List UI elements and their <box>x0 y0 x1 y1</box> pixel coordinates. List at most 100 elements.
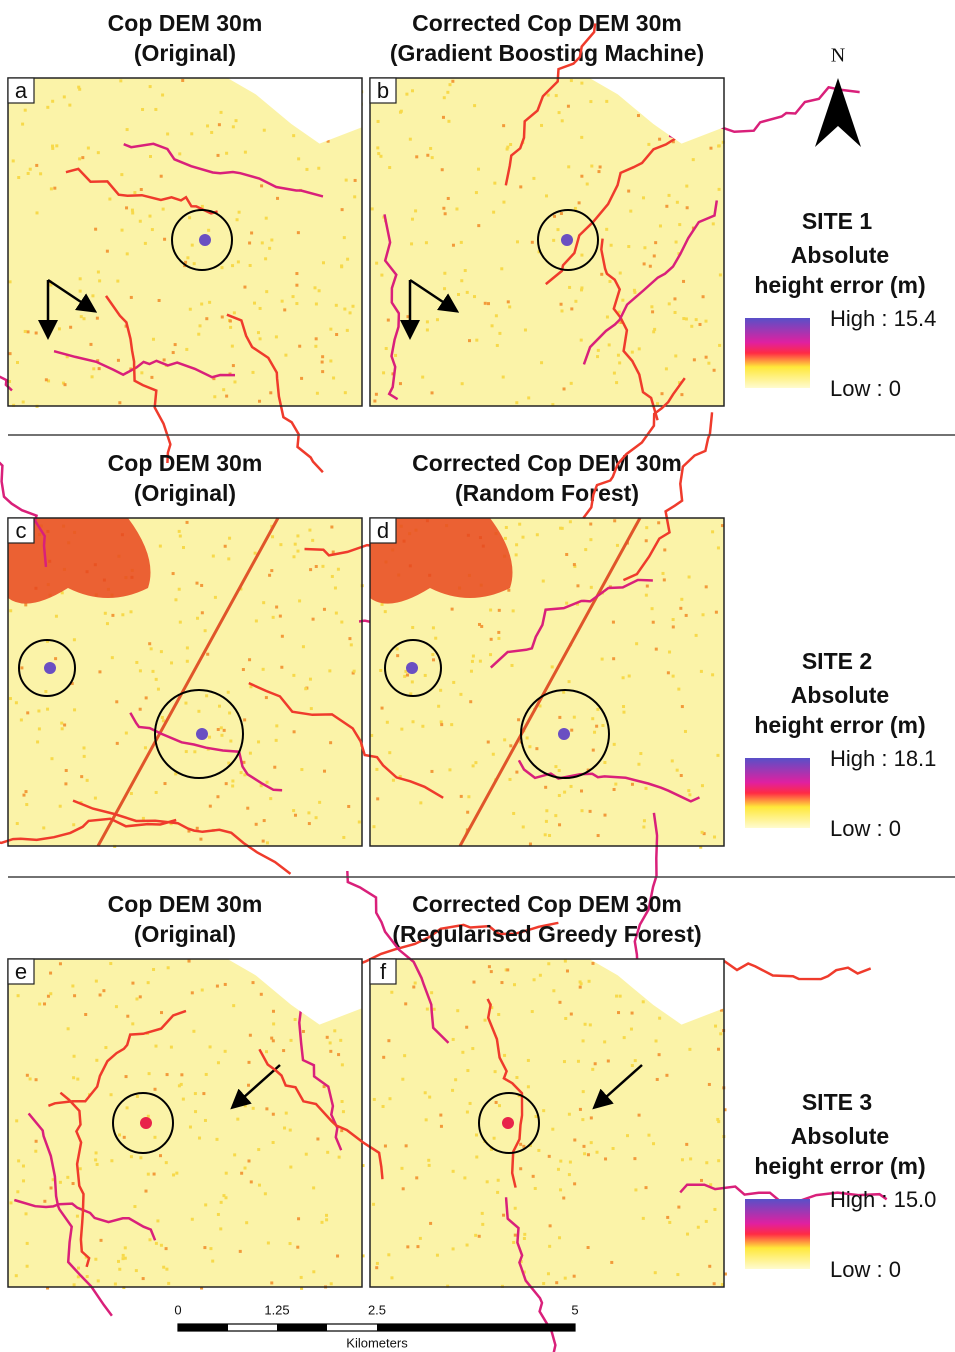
map-noise <box>605 100 608 103</box>
map-noise <box>588 980 591 983</box>
map-noise <box>344 391 347 394</box>
map-noise <box>92 367 95 370</box>
panel-label: f <box>380 959 387 984</box>
map-noise <box>652 330 655 333</box>
target-spot <box>558 728 570 740</box>
map-noise <box>573 563 576 566</box>
map-noise <box>264 257 267 260</box>
map-noise <box>96 317 99 320</box>
map-noise <box>189 308 192 311</box>
map-noise <box>614 783 617 786</box>
map-noise <box>570 1013 573 1016</box>
map-noise <box>321 355 324 358</box>
map-noise <box>443 287 446 290</box>
map-noise <box>35 332 38 335</box>
map-noise <box>523 1233 526 1236</box>
map-noise <box>282 1049 285 1052</box>
map-noise <box>95 1059 98 1062</box>
scale-segment <box>277 1324 327 1331</box>
map-noise <box>29 168 32 171</box>
map-noise <box>104 612 107 615</box>
map-noise <box>36 211 39 214</box>
map-noise <box>97 270 100 273</box>
map-noise <box>131 209 134 212</box>
map-noise <box>581 1118 584 1121</box>
map-noise <box>73 1055 76 1058</box>
map-noise <box>114 1282 117 1285</box>
map-noise <box>490 638 493 641</box>
map-noise <box>26 1265 29 1268</box>
map-noise <box>232 1004 235 1007</box>
map-noise <box>121 229 124 232</box>
map-noise <box>405 1144 408 1147</box>
map-noise <box>591 1068 594 1071</box>
target-spot <box>199 234 211 246</box>
map-noise <box>267 1241 270 1244</box>
map-noise <box>583 1152 586 1155</box>
map-noise <box>382 1056 385 1059</box>
map-noise <box>705 1220 708 1223</box>
map-noise <box>53 187 56 190</box>
map-noise <box>323 770 326 773</box>
map-noise <box>665 1074 668 1077</box>
legend-title: Absolute <box>791 682 889 708</box>
map-noise <box>72 1076 75 1079</box>
map-noise <box>49 992 52 995</box>
map-noise <box>477 224 480 227</box>
map-noise <box>296 1246 299 1249</box>
map-noise <box>654 241 657 244</box>
map-noise <box>511 664 514 667</box>
map-noise <box>717 1159 720 1162</box>
map-noise <box>216 985 219 988</box>
map-noise <box>570 79 573 82</box>
map-noise <box>498 332 501 335</box>
map-noise <box>337 568 340 571</box>
map-noise <box>509 778 512 781</box>
map-noise <box>452 244 455 247</box>
map-noise <box>27 172 30 175</box>
map-noise <box>500 267 503 270</box>
map-noise <box>219 1227 222 1230</box>
map-noise <box>342 836 345 839</box>
map-noise <box>695 318 698 321</box>
map-noise <box>700 1179 703 1182</box>
map-noise <box>289 1129 292 1132</box>
map-noise <box>239 1250 242 1253</box>
panel-title: (Original) <box>134 921 236 947</box>
map-noise <box>379 669 382 672</box>
map-noise <box>573 1275 576 1278</box>
map-noise <box>642 1000 645 1003</box>
map-noise <box>95 980 98 983</box>
map-noise <box>118 401 121 404</box>
map-noise <box>279 543 282 546</box>
map-noise <box>684 730 687 733</box>
map-noise <box>191 1218 194 1221</box>
map-noise <box>475 1133 478 1136</box>
map-noise <box>466 1244 469 1247</box>
map-noise <box>81 156 84 159</box>
map-noise <box>548 834 551 837</box>
map-noise <box>589 100 592 103</box>
map-noise <box>179 535 182 538</box>
map-noise <box>414 209 417 212</box>
map-noise <box>498 1104 501 1107</box>
map-noise <box>352 305 355 308</box>
map-noise <box>333 1029 336 1032</box>
map-noise <box>141 108 144 111</box>
map-noise <box>249 752 252 755</box>
map-noise <box>77 86 80 89</box>
map-noise <box>316 1137 319 1140</box>
map-noise <box>558 111 561 114</box>
map-noise <box>318 801 321 804</box>
map-noise <box>115 700 118 703</box>
map-noise <box>25 1212 28 1215</box>
map-noise <box>512 609 515 612</box>
map-noise <box>472 655 475 658</box>
map-noise <box>348 637 351 640</box>
map-noise <box>21 123 24 126</box>
map-noise <box>554 814 557 817</box>
map-noise <box>244 1104 247 1107</box>
map-noise <box>596 708 599 711</box>
map-noise <box>272 1010 275 1013</box>
map-noise <box>130 610 133 613</box>
